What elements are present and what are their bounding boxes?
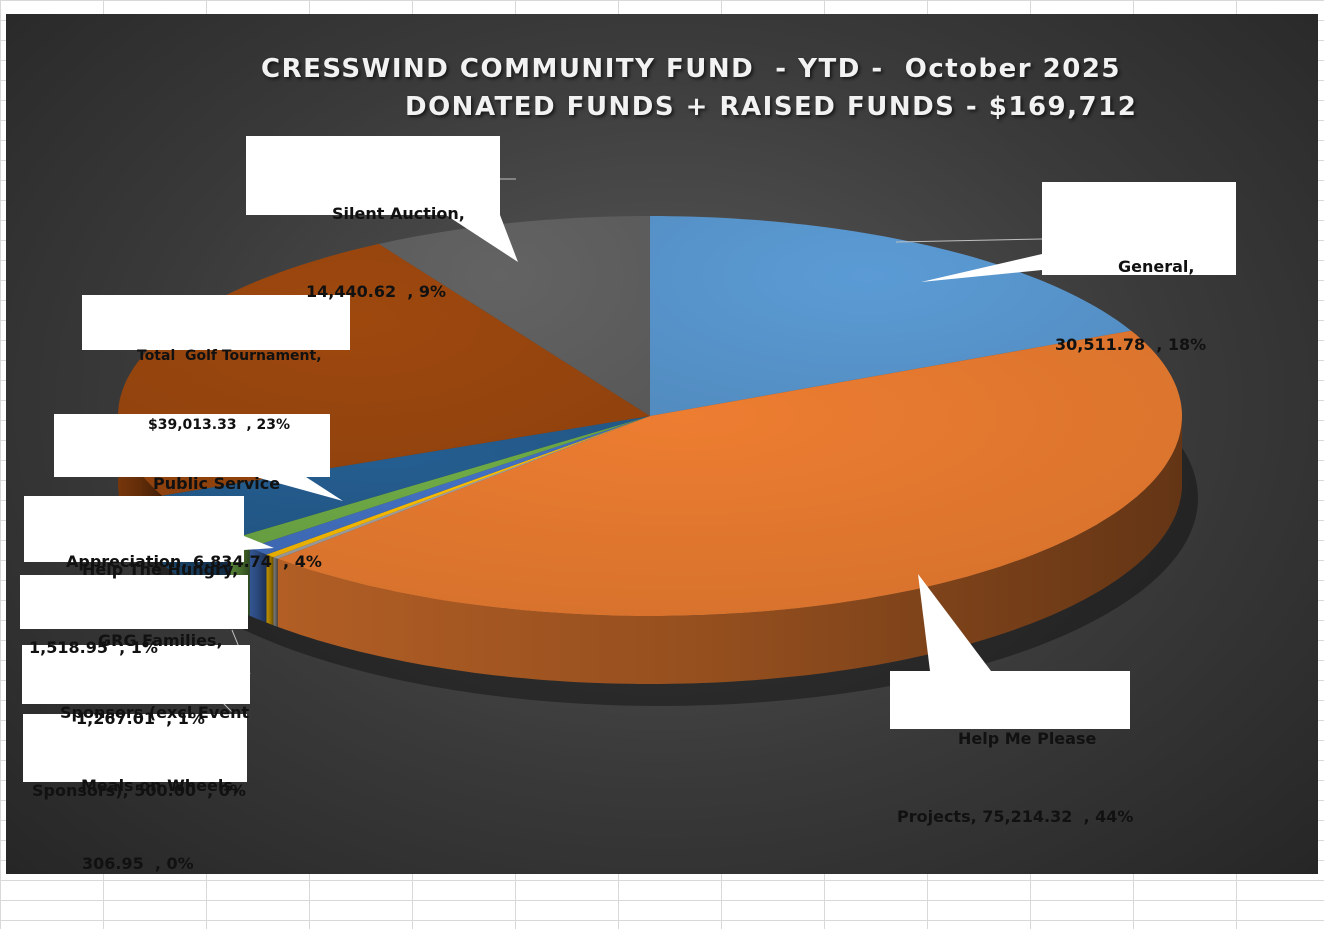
data-label-sponsors: Sponsors (excl Event Sponsors), 500.00 ,… <box>22 645 250 800</box>
data-label-silent-auction: Silent Auction, 14,440.62 , 9% <box>246 136 500 301</box>
pie-side-grg-families <box>249 547 267 623</box>
callout-pointer-help-the-hungry <box>244 536 274 550</box>
data-label-help-the-hungry-line1: Help The Hungry, <box>82 560 239 579</box>
pie-chart <box>118 178 1198 715</box>
data-label-golf-tournament-line2: $39,013.33 , 23% <box>148 417 291 433</box>
data-label-sponsors-line1: Sponsors (excl Event <box>60 703 250 722</box>
data-label-help-the-hungry-line2: 1,518.95 , 1% <box>29 638 158 657</box>
data-label-general: General, 30,511.78 , 18% <box>1042 182 1236 354</box>
data-label-general-line2: 30,511.78 , 18% <box>1055 335 1207 354</box>
pie-side-meals-on-wheels <box>273 557 278 627</box>
pie-slice-public-service-appreciation <box>162 416 650 539</box>
data-label-help-me-please-line1: Help Me Please <box>958 729 1097 748</box>
chart-title-line-2: DONATED FUNDS + RAISED FUNDS - $169,712 <box>405 92 1138 122</box>
data-label-general-line1: General, <box>1118 257 1195 276</box>
data-label-sponsors-line2: Sponsors), 500.00 , 0% <box>32 781 246 800</box>
data-label-golf-tournament: Total Golf Tournament, $39,013.33 , 23% <box>82 295 350 433</box>
data-label-help-the-hungry: Help The Hungry, 1,518.95 , 1% <box>24 496 244 657</box>
data-label-help-me-please: Help Me Please Projects, 75,214.32 , 44% <box>890 671 1133 826</box>
pie-slice-sponsors-excl-event-sponsors- <box>266 416 650 558</box>
callout-pointer-silent-auction <box>446 215 518 262</box>
chart-area: CRESSWIND COMMUNITY FUND - YTD - October… <box>6 14 1318 874</box>
data-label-grg-families-line2: 1,267.01 , 1% <box>76 709 205 728</box>
callout-pointer-general <box>921 254 1042 282</box>
pie-slice-meals-on-wheels <box>273 416 650 559</box>
pie-slice-general <box>650 216 1132 416</box>
data-label-meals-on-wheels: Meals on Wheels, 306.95 , 0% <box>23 714 247 873</box>
data-label-silent-auction-line2: 14,440.62 , 9% <box>306 282 447 301</box>
data-label-public-service: Public Service Appreciation, 6,834.74 , … <box>54 414 330 571</box>
data-label-silent-auction-line1: Silent Auction, <box>332 204 465 223</box>
pie-slice-grg-families <box>249 416 650 555</box>
data-label-public-service-line2: Appreciation, 6,834.74 , 4% <box>66 552 322 571</box>
data-label-meals-on-wheels-line2: 306.95 , 0% <box>82 854 194 873</box>
pie-slice-help-me-please-projects <box>277 330 1182 616</box>
data-label-grg-families-line1: GRG Families, <box>98 631 223 650</box>
data-label-golf-tournament-line1: Total Golf Tournament, <box>137 348 322 364</box>
data-label-help-me-please-line2: Projects, 75,214.32 , 44% <box>897 807 1134 826</box>
callout-pointer-public-service-appreciation <box>256 477 343 501</box>
data-label-meals-on-wheels-line1: Meals on Wheels, <box>81 776 239 795</box>
pie-slice-silent-auction <box>378 216 650 416</box>
leader-line-general <box>895 238 1043 243</box>
data-label-public-service-line1: Public Service <box>153 474 281 493</box>
pie-side-sponsors-excl-event-sponsors- <box>266 554 274 626</box>
callout-pointer-help-me-please-projects <box>918 574 991 671</box>
chart-title-line-1: CRESSWIND COMMUNITY FUND - YTD - October… <box>261 54 1122 84</box>
pie-slice-help-the-hungry <box>230 416 650 548</box>
data-label-grg-families: GRG Families, 1,267.01 , 1% <box>20 575 248 728</box>
pie-side-help-me-please-projects <box>277 416 1182 684</box>
